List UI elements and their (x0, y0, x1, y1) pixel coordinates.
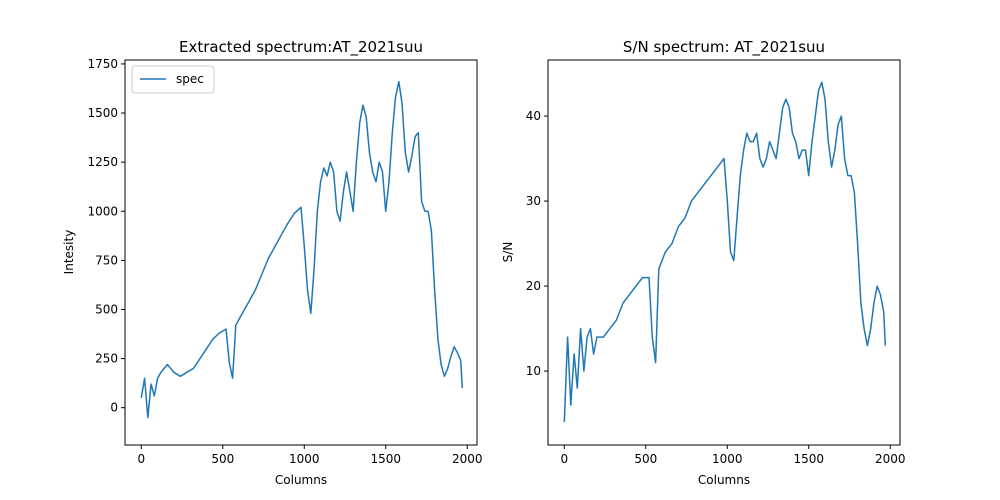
y-tick-label: 250 (95, 352, 118, 366)
y-tick-label: 1000 (87, 204, 118, 218)
plot-frame (124, 59, 478, 446)
x-tick-label: 1500 (370, 452, 401, 466)
plot-title: Extracted spectrum:AT_2021suu (179, 38, 423, 57)
y-tick-label: 20 (526, 279, 541, 293)
x-tick-label: 0 (137, 452, 145, 466)
x-tick-label: 2000 (452, 452, 483, 466)
spectrum-panel: Extracted spectrum:AT_2021suu 0 500 1000 15… (62, 38, 482, 487)
y-tick-label: 500 (95, 302, 118, 316)
y-tick-label: 750 (95, 253, 118, 267)
y-axis-title: S/N (501, 242, 515, 263)
y-tick-label: 1250 (87, 155, 118, 169)
y-tick-label: 10 (526, 364, 541, 378)
line-layer (563, 81, 887, 423)
legend-box (131, 65, 215, 94)
x-tick-label: 500 (211, 452, 234, 466)
plot-title: S/N spectrum: AT_2021suu (623, 38, 825, 57)
x-tick-label: 2000 (875, 452, 906, 466)
y-tick-label: 30 (526, 194, 541, 208)
x-axis-title: Columns (698, 473, 750, 487)
x-tick-label: 1500 (793, 452, 824, 466)
x-axis-title: Columns (275, 473, 327, 487)
y-tick-label: 40 (526, 109, 541, 123)
y-axis-title: Intesity (62, 230, 76, 275)
x-tick-label: 1000 (289, 452, 320, 466)
y-tick-label: 1750 (87, 57, 118, 71)
x-tick-label: 500 (634, 452, 657, 466)
y-tick-label: 0 (110, 401, 118, 415)
line-layer (140, 80, 464, 419)
x-tick-label: 1000 (712, 452, 743, 466)
plot-frame (547, 59, 901, 446)
series-line (563, 81, 887, 423)
y-tick-label: 1500 (87, 106, 118, 120)
sn-spectrum-panel: S/N spectrum: AT_2021suu 0 500 1000 1500 200… (501, 38, 905, 487)
x-tick-label: 0 (560, 452, 568, 466)
legend: spec (131, 65, 215, 94)
series-line (140, 80, 464, 419)
tick-layer: 0 500 1000 1500 2000 10 20 30 40 (526, 109, 906, 466)
legend-entry-spec: spec (176, 72, 204, 86)
tick-layer: 0 500 1000 1500 2000 0 250 500 750 1000 1250 1500 17… (87, 57, 482, 466)
